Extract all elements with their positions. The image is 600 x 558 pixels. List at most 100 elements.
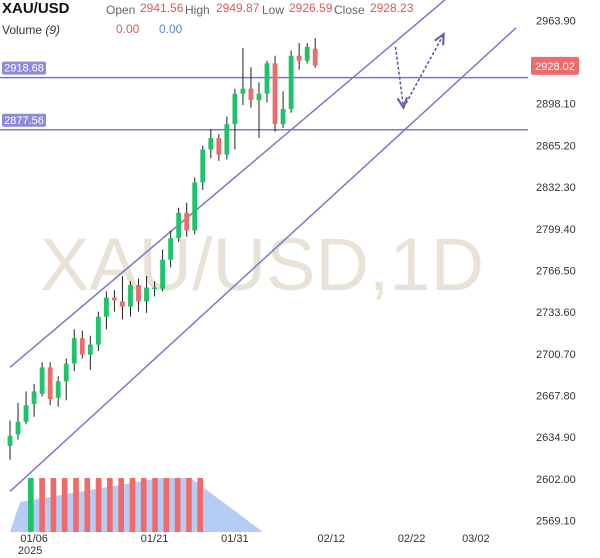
- candle: [120, 276, 125, 320]
- candle: [79, 330, 85, 359]
- candle-body: [304, 46, 310, 61]
- candle: [176, 207, 182, 242]
- candle: [216, 134, 222, 161]
- volume-bar: [95, 478, 102, 532]
- candle: [31, 383, 37, 417]
- candle-body: [15, 421, 21, 435]
- high-label: High: [185, 3, 210, 17]
- candle-body: [280, 108, 286, 125]
- candle: [39, 362, 45, 397]
- candle-body: [103, 297, 109, 317]
- open-label: Open: [106, 3, 136, 17]
- x-tick-label: 02/22: [398, 533, 426, 545]
- candle: [304, 43, 310, 64]
- volume-indicator-label[interactable]: Volume (9): [2, 23, 61, 37]
- projection-arrow-line[interactable]: [402, 33, 445, 109]
- open-value: 2941.56: [140, 1, 184, 15]
- candle: [288, 50, 294, 113]
- candle: [264, 60, 270, 103]
- x-tick-label: 01/21: [141, 533, 169, 545]
- level-price-text: 2918.68: [4, 63, 44, 75]
- volume-bar: [186, 478, 192, 532]
- level-price-tag: [2, 113, 46, 127]
- y-tick-label: 2634.90: [536, 432, 576, 444]
- y-tick-label: 2667.80: [536, 390, 576, 402]
- candle-body: [152, 287, 157, 290]
- candle-body: [256, 93, 262, 101]
- volume-bar: [107, 478, 113, 532]
- candle-body: [192, 182, 198, 231]
- candle-body: [208, 138, 214, 150]
- y-tick-label: 2700.70: [536, 349, 576, 361]
- candle-body: [200, 149, 206, 183]
- close-value: 2928.23: [370, 1, 414, 15]
- candle-body: [136, 285, 141, 302]
- candle-body: [63, 363, 69, 382]
- channel-trendline[interactable]: [9, 27, 517, 493]
- last-price-text: 2928.02: [535, 61, 575, 73]
- y-tick-label: 2569.10: [536, 515, 576, 527]
- y-tick-label: 2963.90: [536, 15, 576, 27]
- volume-value-up: 0.00: [159, 22, 183, 36]
- projection-arrow-head: [434, 32, 445, 46]
- candle-body: [176, 212, 182, 239]
- low-value: 2926.59: [289, 1, 333, 15]
- volume-bar: [163, 478, 170, 532]
- x-tick-year-label: 2025: [18, 545, 42, 557]
- volume-bar: [174, 478, 181, 532]
- candle: [192, 177, 198, 235]
- candle-body: [312, 48, 318, 66]
- candle-body: [79, 338, 85, 355]
- candle: [103, 291, 109, 330]
- candle: [200, 145, 206, 190]
- y-tick-label: 2865.20: [536, 140, 576, 152]
- candle: [112, 290, 117, 312]
- candle: [240, 48, 246, 106]
- volume-bar: [197, 478, 204, 532]
- y-tick-label: 2602.00: [536, 474, 576, 486]
- candle-body: [55, 381, 61, 398]
- candles: [7, 38, 318, 460]
- candle: [160, 249, 166, 292]
- candle-body: [23, 405, 29, 422]
- candle: [272, 55, 278, 132]
- candle: [280, 91, 286, 128]
- candle: [224, 116, 230, 160]
- projection-arrow-line[interactable]: [394, 46, 405, 108]
- candle: [144, 276, 149, 313]
- x-tick-label: 03/02: [462, 533, 490, 545]
- high-value: 2949.87: [216, 1, 260, 15]
- symbol-title[interactable]: XAU/USD: [2, 0, 70, 17]
- volume-bar: [73, 478, 79, 532]
- volume-bar: [118, 478, 124, 532]
- close-label: Close: [334, 3, 365, 17]
- candle-body: [216, 138, 222, 155]
- volume-bar: [28, 478, 34, 532]
- candle: [63, 358, 69, 401]
- volume-pane: [10, 478, 263, 532]
- level-price-text: 2877.56: [4, 115, 44, 127]
- candle-body: [224, 124, 230, 155]
- y-tick-label: 2766.50: [536, 265, 576, 277]
- volume-ma-area: [10, 478, 263, 532]
- candle: [128, 281, 133, 317]
- channel-trendline[interactable]: [9, 0, 460, 368]
- candle-body: [95, 316, 101, 345]
- volume-bar: [50, 478, 57, 532]
- candle-body: [296, 55, 302, 61]
- candle-body: [264, 63, 270, 94]
- candle: [168, 230, 174, 268]
- candle-body: [47, 367, 53, 399]
- y-tick-label: 2832.30: [536, 182, 576, 194]
- candle: [184, 202, 190, 237]
- candle-body: [128, 285, 133, 307]
- y-tick-label: 2799.40: [536, 224, 576, 236]
- x-tick-label: 01/06: [20, 533, 48, 545]
- volume-bar: [129, 478, 136, 532]
- candle-body: [31, 391, 37, 405]
- candle: [71, 329, 77, 372]
- candle: [136, 278, 141, 312]
- volume-value-down: 0.00: [116, 22, 140, 36]
- candle: [47, 362, 53, 406]
